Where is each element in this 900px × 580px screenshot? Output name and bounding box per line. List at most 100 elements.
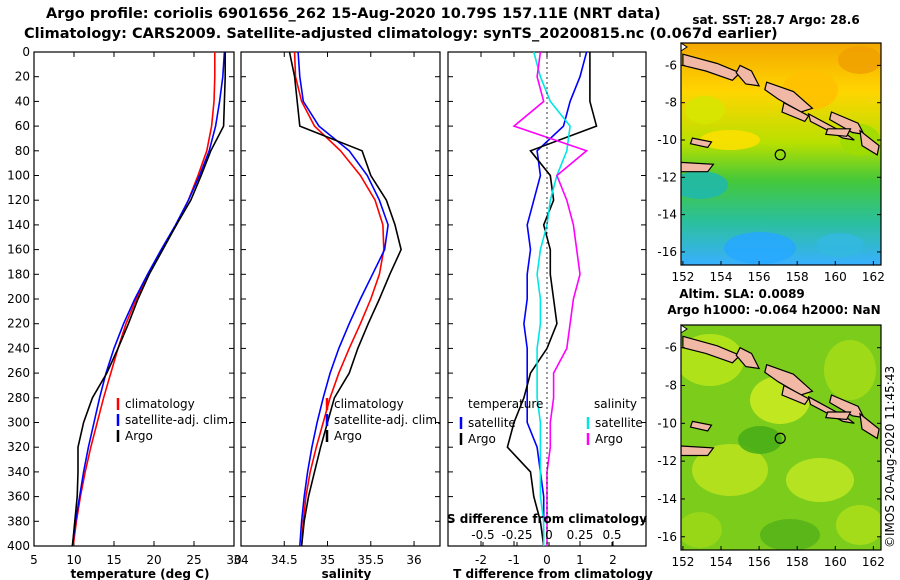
depth-tick-label: 160 (7, 243, 30, 257)
series-line-climatology (293, 51, 385, 547)
legend-label: Argo (595, 432, 623, 446)
depth-tick-label: 380 (7, 514, 30, 528)
float-position-marker (774, 149, 786, 161)
series-line-argo (71, 52, 226, 547)
depth-tick-label: 320 (7, 440, 30, 454)
legend-heading-salinity: salinity (594, 397, 637, 411)
x-tick-label: -1 (508, 553, 520, 567)
depth-tick-label: 120 (7, 193, 30, 207)
x-tick-label: 30 (226, 553, 241, 567)
lon-tick-label: 154 (710, 270, 733, 284)
sst-patch (685, 96, 725, 124)
depth-tick-label: 280 (7, 391, 30, 405)
top-axis-label: S difference from climatology (447, 512, 647, 526)
series-line-climatology (72, 52, 216, 547)
lon-tick-label: 154 (710, 555, 733, 569)
lon-tick-label: 158 (786, 270, 809, 284)
top-tick-label: 0.5 (602, 528, 621, 542)
lat-tick-label: -12 (657, 170, 677, 184)
lat-tick-label: -8 (665, 379, 677, 393)
series-line-temperature-satellite (523, 51, 588, 546)
x-tick-label: 36 (406, 553, 421, 567)
series-line-temperature-argo (506, 52, 598, 547)
lat-tick-label: -8 (665, 96, 677, 110)
top-tick-label: 0 (545, 528, 553, 542)
sst-map-frame (680, 42, 882, 266)
legend-label: satellite-adj. clim. (125, 413, 232, 427)
lat-tick-label: -16 (657, 530, 677, 544)
lon-tick-label: 160 (824, 555, 847, 569)
argo-height-label: Argo h1000: -0.064 h2000: NaN (667, 303, 880, 317)
salinity-frame (240, 51, 441, 547)
legend-heading-temperature: temperature (468, 397, 543, 411)
x-tick-label: 34.5 (271, 553, 298, 567)
x-tick-label: 5 (30, 553, 38, 567)
island-shape (681, 445, 715, 457)
imos-credit: ©IMOS 20-Aug-2020 11:45:43 (883, 366, 897, 548)
depth-tick-label: 200 (7, 292, 30, 306)
sst-patch (838, 46, 881, 74)
island-shape (824, 411, 852, 421)
depth-tick-label: 0 (22, 45, 30, 59)
x-tick-label: 35 (320, 553, 335, 567)
legend-label: Argo (468, 432, 496, 446)
lon-tick-label: 152 (671, 270, 694, 284)
x-tick-label: 10 (66, 553, 81, 567)
island-shape (859, 412, 880, 440)
depth-tick-label: 80 (15, 144, 30, 158)
island-shape (859, 129, 880, 156)
top-tick-label: 0.25 (567, 528, 594, 542)
series-line-salinity-satellite (533, 51, 571, 546)
legend-label: satellite-adj. clim. (334, 413, 441, 427)
sla-map-title: Altim. SLA: 0.0089 (679, 287, 805, 301)
island-shape (828, 111, 865, 136)
island-shape (735, 64, 761, 87)
depth-tick-label: 140 (7, 218, 30, 232)
legend-label: Argo (125, 429, 153, 443)
chart-title-line1: Argo profile: coriolis 6901656_262 15-Au… (46, 6, 661, 22)
lon-tick-label: 160 (824, 270, 847, 284)
lon-tick-label: 162 (862, 555, 885, 569)
series-line-salinity-argo (512, 51, 589, 546)
legend-label: satellite (468, 416, 516, 430)
island-shape (735, 346, 761, 370)
sla-map-frame (680, 324, 882, 551)
lat-tick-label: -10 (657, 416, 677, 430)
sla-patch (836, 505, 881, 545)
lon-tick-label: 156 (748, 555, 771, 569)
island-shape (781, 101, 810, 123)
depth-tick-label: 300 (7, 416, 30, 430)
sst-patch (700, 130, 760, 150)
sla-map-panel: 152 154 156 158 160 162 -6 -8 -10 -12 -14 -16 (657, 324, 885, 569)
depth-tick-label: 360 (7, 490, 30, 504)
difference-panel: -2 -1 0 1 2T difference from climatology temp… (447, 51, 653, 580)
sla-patch (824, 340, 876, 400)
x-axis-label: salinity (322, 567, 372, 580)
x-tick-label: 34 (233, 553, 248, 567)
lat-tick-label: -14 (657, 208, 677, 222)
x-tick-label: 0 (543, 553, 551, 567)
x-tick-label: 1 (576, 553, 584, 567)
island-shape (781, 384, 810, 406)
lon-tick-label: 156 (748, 270, 771, 284)
sla-map-field (681, 325, 881, 550)
depth-tick-label: 40 (15, 94, 30, 108)
sst-patch (816, 233, 864, 257)
lat-tick-label: -6 (665, 341, 677, 355)
island-shape (824, 128, 852, 137)
legend-label: satellite (595, 416, 643, 430)
sst-map-field (681, 43, 881, 265)
x-tick-label: 15 (106, 553, 121, 567)
series-line-argo (288, 51, 402, 547)
sst-map-panel: 152 154 156 158 160 162 -6 -8 -10 -12 -14 -16 (657, 42, 885, 284)
sst-patch (681, 171, 728, 199)
series-line-satellite-adj-clim- (297, 51, 389, 547)
legend-label: climatology (334, 397, 404, 411)
x-axis-label: temperature (deg C) (71, 567, 210, 580)
legend-label: Argo (334, 429, 362, 443)
temperature-panel: 0 20 40 60 80 100 120 140 160 180 200 220 240 260 280 3… (7, 45, 242, 580)
top-tick-label: -0.5 (471, 528, 494, 542)
lat-tick-label: -12 (657, 454, 677, 468)
x-tick-label: 25 (186, 553, 201, 567)
